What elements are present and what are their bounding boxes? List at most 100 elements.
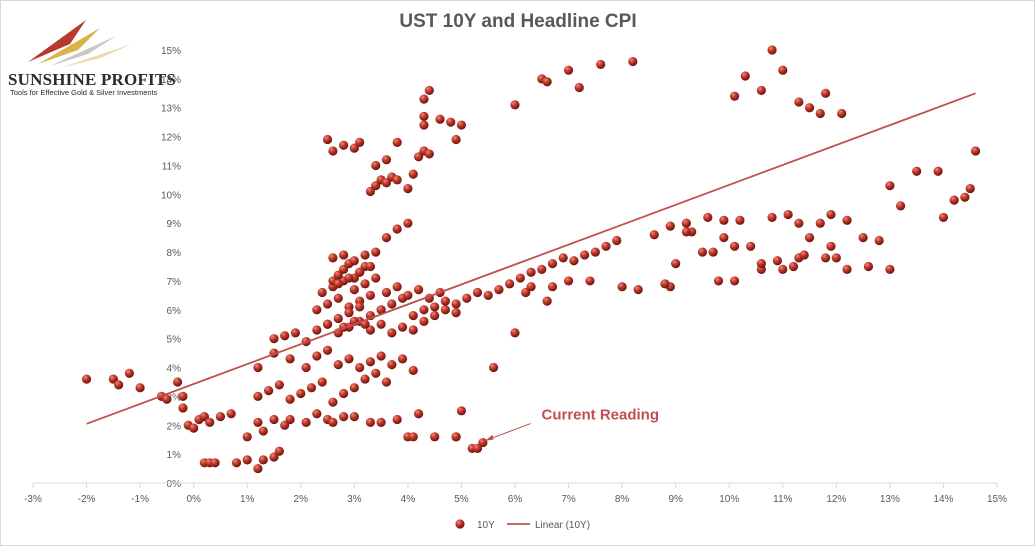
scatter-point	[933, 166, 943, 176]
scatter-point	[371, 247, 381, 257]
x-tick-label: 8%	[615, 494, 630, 505]
scatter-point	[317, 377, 327, 387]
scatter-point	[344, 273, 354, 283]
scatter-point	[697, 247, 708, 257]
scatter-point	[317, 287, 327, 298]
scatter-point	[360, 250, 370, 260]
scatter-point	[446, 117, 456, 127]
scatter-point	[81, 374, 92, 384]
y-tick-label: 7%	[167, 277, 182, 288]
scatter-point	[719, 233, 729, 243]
scatter-point	[821, 253, 831, 263]
scatter-point	[794, 218, 804, 228]
y-tick-label: 2%	[167, 421, 182, 432]
scatter-point	[949, 195, 959, 205]
scatter-point	[210, 458, 220, 468]
scatter-point	[173, 377, 183, 387]
scatter-point	[729, 241, 740, 251]
scatter-point	[837, 108, 847, 119]
x-tick-label: 6%	[508, 494, 523, 505]
scatter-point	[178, 403, 188, 413]
y-tick-label: 4%	[167, 364, 182, 375]
scatter-point	[601, 241, 611, 251]
scatter-point	[387, 299, 397, 309]
scatter-point	[403, 290, 413, 300]
x-axis: -3% -2% -1% 0% 1% 2% 3% 4% 5% 6% 7% 8% 9% 10% 11% 12% 13…	[24, 482, 1007, 505]
scatter-point	[772, 256, 783, 266]
scatter-point	[756, 85, 766, 96]
scatter-point	[349, 412, 359, 422]
scatter-point	[804, 233, 815, 243]
brand-name: SUNSHINE PROFITS	[8, 70, 177, 89]
x-tick-label: 10%	[719, 494, 739, 505]
scatter-point	[414, 152, 424, 162]
scatter-point	[558, 253, 568, 263]
scatter-point	[339, 140, 349, 150]
scatter-point	[826, 241, 836, 251]
scatter-point	[392, 175, 402, 185]
scatter-point	[510, 100, 520, 110]
scatter-point	[681, 218, 691, 228]
scatter-point	[703, 212, 713, 223]
scatter-point	[355, 302, 365, 312]
scatter-point	[842, 215, 852, 225]
scatter-point	[456, 120, 467, 130]
y-tick-label: 12%	[161, 133, 181, 144]
legend-marker-10y	[455, 519, 465, 529]
scatter-point	[510, 328, 520, 338]
scatter-point	[729, 276, 740, 286]
scatter-point	[392, 224, 402, 234]
scatter-point	[414, 409, 424, 419]
legend: 10Y Linear (10Y)	[455, 519, 590, 531]
y-tick-label: 9%	[167, 219, 182, 230]
scatter-point	[280, 420, 290, 430]
scatter-point	[414, 284, 424, 295]
scatter-point	[526, 282, 536, 292]
scatter-point	[708, 247, 718, 257]
scatter-point	[355, 267, 365, 277]
scatter-point	[456, 406, 467, 416]
legend-label-10y: 10Y	[477, 520, 495, 531]
scatter-point	[365, 357, 375, 367]
scatter-point	[322, 299, 333, 309]
scatter-point	[199, 412, 209, 422]
scatter-point	[328, 397, 338, 407]
scatter-point	[312, 409, 322, 419]
scatter-point	[371, 368, 381, 378]
scatter-point	[515, 273, 525, 283]
scatter-point	[547, 282, 558, 292]
scatter-point	[339, 412, 349, 422]
scatter-point	[322, 134, 333, 145]
y-tick-label: 10%	[161, 190, 181, 201]
scatter-point	[296, 388, 306, 399]
scatter-point	[858, 233, 868, 243]
scatter-point	[269, 452, 279, 462]
y-tick-label: 13%	[161, 104, 181, 115]
scatter-point	[285, 394, 295, 404]
scatter-point	[804, 103, 815, 113]
scatter-point	[253, 391, 263, 401]
x-tick-label: -1%	[131, 494, 149, 505]
scatter-point	[253, 362, 263, 373]
scatter-point	[381, 155, 392, 165]
annotation: Current Reading	[485, 407, 659, 442]
scatter-point	[269, 334, 279, 344]
scatter-point	[349, 143, 359, 153]
scatter-point	[408, 325, 418, 335]
scatter-point	[965, 183, 975, 194]
scatter-point	[960, 192, 970, 202]
y-tick-label: 1%	[167, 450, 182, 461]
y-tick-label: 5%	[167, 335, 182, 346]
x-tick-label: 0%	[186, 494, 201, 505]
scatter-point	[301, 417, 311, 427]
scatter-point	[885, 264, 895, 274]
scatter-point	[328, 146, 338, 156]
scatter-point	[392, 282, 402, 292]
scatter-point	[424, 149, 434, 159]
scatter-point	[333, 270, 343, 280]
x-tick-label: -3%	[24, 494, 42, 505]
scatter-point	[799, 250, 809, 260]
scatter-point	[344, 354, 354, 364]
scatter-point	[285, 354, 295, 364]
